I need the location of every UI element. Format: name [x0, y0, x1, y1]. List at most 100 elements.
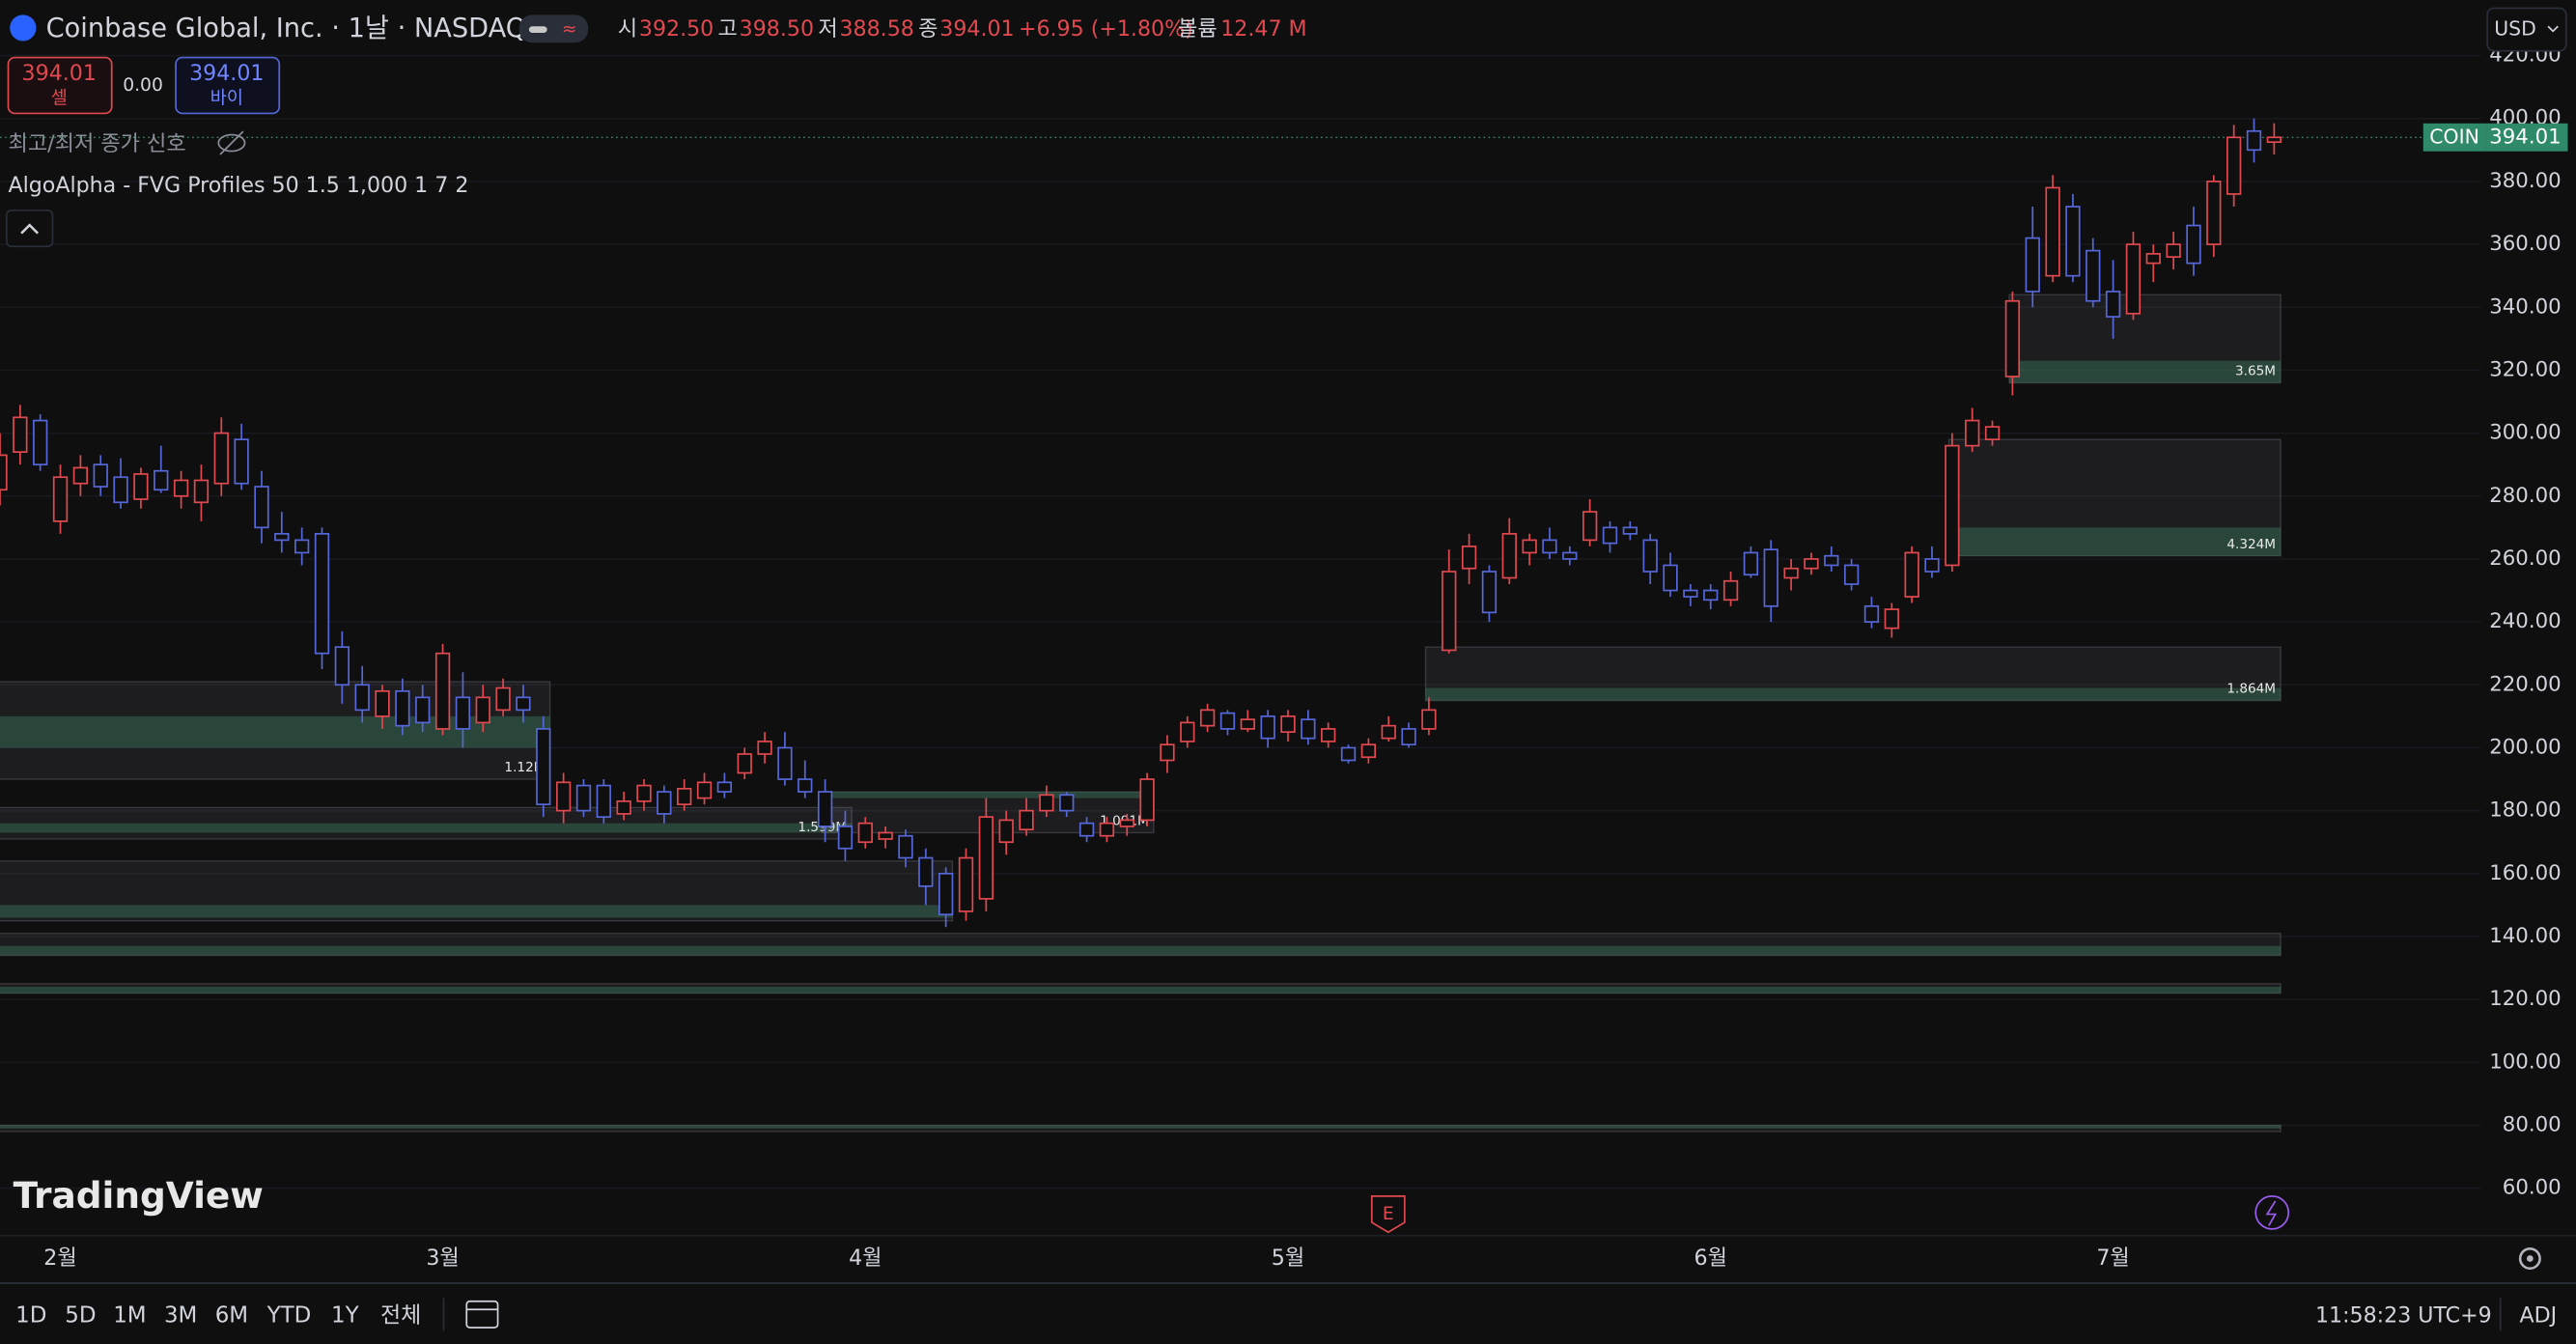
y-tick-label: 300.00: [2489, 421, 2561, 445]
ohlc-label: 저: [818, 16, 837, 42]
clock: 11:58:23 UTC+9: [2315, 1303, 2492, 1329]
candle-body: [1160, 743, 1175, 762]
y-tick-label: 320.00: [2489, 357, 2561, 381]
candle-body: [837, 826, 854, 850]
range-button[interactable]: 3M: [164, 1303, 197, 1329]
collapse-button[interactable]: [5, 209, 54, 248]
candle-body: [1481, 571, 1498, 614]
candle-body: [1301, 718, 1316, 740]
candle-body: [1119, 819, 1134, 827]
range-button[interactable]: 전체: [380, 1303, 421, 1329]
candle-body: [375, 689, 390, 717]
status-pill[interactable]: [518, 14, 589, 43]
volume-band: [822, 792, 1154, 798]
y-tick-label: 180.00: [2489, 798, 2561, 823]
price-tag: [2485, 123, 2568, 152]
candle-body: [274, 533, 290, 542]
symbol-tag: [2422, 123, 2486, 152]
candle-body: [213, 432, 229, 485]
ohlc-label: 고: [718, 16, 738, 42]
fvg-zone: [2008, 294, 2282, 384]
symbol-title: Coinbase Global, Inc. · 1날 · NASDAQ: [46, 14, 527, 43]
sell-button[interactable]: [7, 56, 113, 115]
candle-body: [2206, 181, 2222, 245]
candle-body: [2004, 299, 2021, 378]
volume-band: [0, 987, 2282, 994]
sell-price: 394.01: [22, 61, 97, 86]
earnings-icon[interactable]: E: [1370, 1194, 1406, 1234]
spread: 0.00: [123, 75, 163, 96]
candle-body: [1924, 558, 1940, 573]
candle-body: [1461, 546, 1477, 570]
candle-body: [33, 419, 48, 466]
event-icon[interactable]: [2254, 1194, 2290, 1230]
candle-body: [918, 856, 934, 887]
candle-body: [294, 539, 310, 554]
range-button[interactable]: 1D: [15, 1303, 46, 1329]
candle-body: [234, 438, 249, 485]
svg-text:E: E: [1383, 1204, 1394, 1224]
volume-band: [0, 1125, 2282, 1129]
candle-body: [536, 728, 551, 805]
range-button[interactable]: 6M: [215, 1303, 248, 1329]
x-tick-label: 4월: [849, 1246, 882, 1271]
candle-body: [1642, 539, 1658, 573]
candle-body: [1421, 709, 1437, 730]
symbol-tag-label: COIN: [2429, 125, 2479, 148]
candle-body: [1381, 724, 1396, 740]
settings-icon[interactable]: [2518, 1247, 2541, 1270]
fvg-zone: [0, 1124, 2282, 1133]
status-icon: ≈: [562, 19, 577, 40]
range-button[interactable]: 5D: [65, 1303, 96, 1329]
candle-body: [798, 778, 813, 793]
fvg-zone: [0, 806, 853, 840]
candle-body: [857, 822, 873, 844]
volume-band: [0, 905, 953, 918]
candle-body: [2025, 237, 2040, 293]
range-button[interactable]: YTD: [266, 1303, 312, 1329]
ohlc-label: 종: [918, 16, 938, 42]
candle-body: [1240, 718, 1255, 730]
buy-button[interactable]: [175, 56, 281, 115]
x-tick-label: 6월: [1694, 1246, 1727, 1271]
indicator-name: 최고/최저 종가 신호: [9, 131, 186, 156]
currency: USD: [2494, 17, 2536, 41]
candle-body: [93, 463, 108, 488]
candle-body: [1039, 794, 1054, 812]
y-tick-label: 240.00: [2489, 609, 2561, 633]
fvg-zone: [1947, 438, 2282, 557]
candle-body: [1783, 567, 1799, 579]
brand-logo: TradingView: [14, 1174, 264, 1217]
y-tick-label: 140.00: [2489, 924, 2561, 948]
candle-body: [1945, 444, 1960, 567]
candle-body: [817, 791, 833, 827]
range-button[interactable]: 1M: [113, 1303, 146, 1329]
candle-body: [1139, 778, 1155, 822]
volume: 12.47 M: [1220, 16, 1306, 42]
candle-body: [1260, 715, 1275, 740]
candle-body: [737, 753, 752, 774]
zone-label: 3.65M: [2235, 364, 2276, 379]
candle-body: [1199, 709, 1216, 727]
ohlc-value: 398.50: [740, 16, 814, 42]
currency-button[interactable]: [2486, 7, 2567, 52]
candle-body: [2045, 186, 2060, 277]
candle-body: [2145, 253, 2161, 265]
candle-body: [52, 476, 69, 522]
candle-body: [1904, 551, 1919, 598]
adjust-toggle[interactable]: ADJ: [2520, 1303, 2558, 1329]
date-range-icon[interactable]: [465, 1300, 499, 1329]
candle-body: [1542, 539, 1557, 554]
candle-body: [998, 819, 1014, 844]
candle-body: [1019, 809, 1034, 831]
range-button[interactable]: 1Y: [331, 1303, 360, 1329]
candle-body: [334, 646, 350, 686]
candle-body: [2065, 206, 2081, 277]
hidden-icon[interactable]: [217, 130, 246, 155]
zone-label: 4.324M: [2226, 537, 2276, 552]
candle-body: [1562, 551, 1578, 560]
y-tick-label: 340.00: [2489, 294, 2561, 319]
candle-body: [0, 454, 8, 491]
